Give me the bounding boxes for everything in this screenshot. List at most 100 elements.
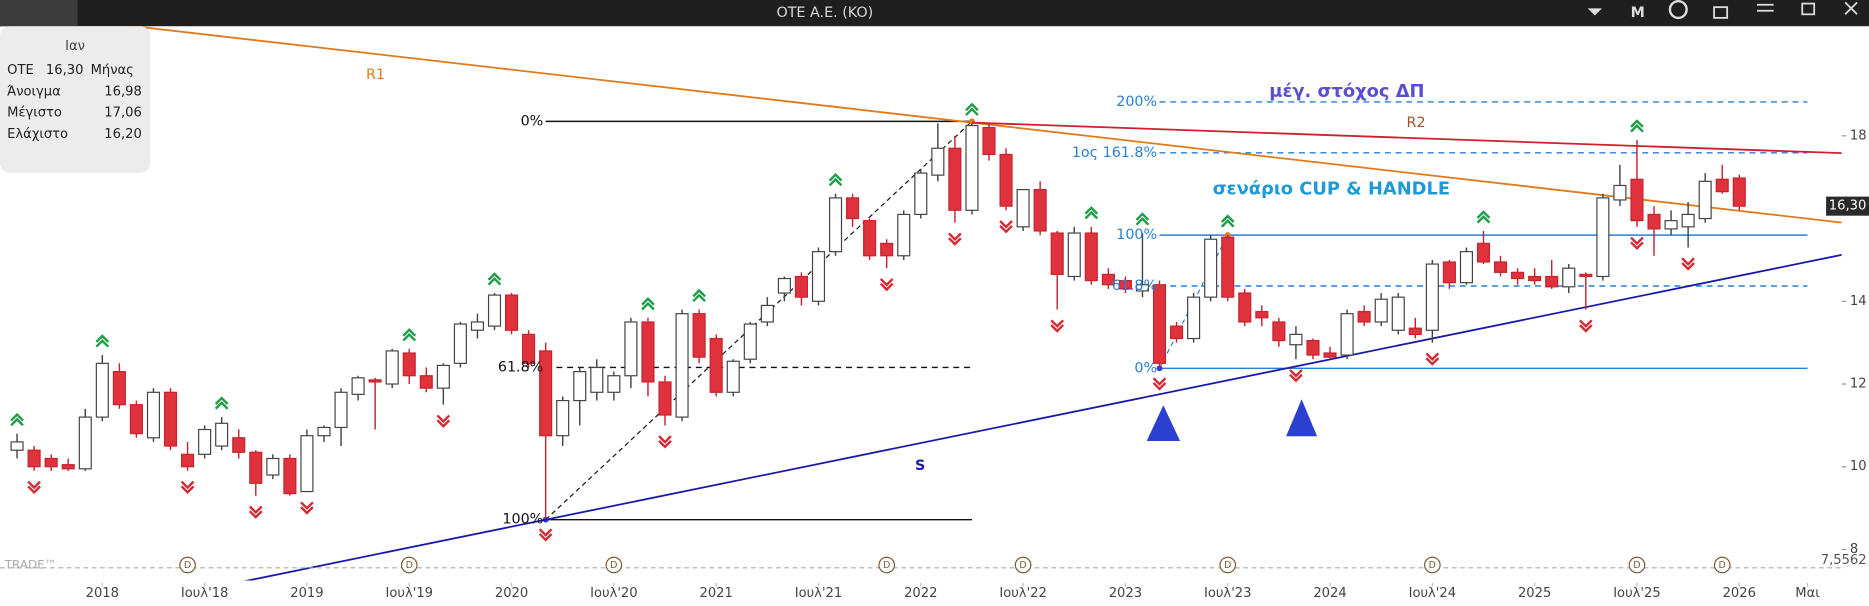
dividend-marker (400, 556, 418, 574)
fractal-up (1630, 119, 1644, 133)
fractal-down (248, 505, 263, 519)
candle-body (334, 391, 348, 429)
y-tick-label: 8 (1850, 542, 1858, 557)
candle-body (1613, 184, 1627, 201)
bottom-marker-label: 7,5562 (1821, 553, 1867, 568)
candle-body (78, 416, 92, 470)
candle-body (709, 337, 723, 393)
lock-icon[interactable] (1713, 6, 1729, 19)
fractal-down (1425, 352, 1440, 366)
candle-body (743, 323, 757, 360)
candle-body (539, 350, 553, 437)
candle-body (1016, 189, 1030, 228)
dropdown-icon[interactable] (1587, 8, 1602, 16)
candle-body (10, 441, 24, 451)
x-tick-label: Ιουλ'21 (795, 586, 843, 601)
info-row-value: 16,20 (104, 127, 142, 142)
candle-body (266, 457, 280, 476)
fib-label: 0% (521, 113, 544, 129)
candle-body (556, 399, 570, 437)
header-title: OTE A.E. (KO) (776, 5, 873, 21)
info-row-label: Μέγιστο (7, 106, 62, 121)
x-tick-label: 2024 (1313, 586, 1346, 601)
annotation: μέγ. στόχος ΔΠ (1269, 81, 1424, 102)
candle-body (419, 375, 433, 389)
candle-body (624, 321, 638, 377)
annotation: σενάριο CUP & HANDLE (1213, 179, 1450, 200)
restore-icon[interactable] (1801, 2, 1816, 16)
candle-body (1050, 232, 1064, 275)
dividend-marker (605, 556, 623, 574)
dividend-marker (179, 556, 196, 574)
candle-body (1732, 177, 1746, 207)
dividend-label: D (1719, 560, 1726, 571)
fractal-up (214, 396, 229, 410)
fractal-up (402, 328, 417, 342)
fractal-down (1050, 319, 1065, 333)
x-tick-label: 2026 (1723, 586, 1756, 601)
candle-body (999, 153, 1013, 207)
x-tick-label: Ιουλ'18 (181, 586, 229, 601)
y-tick-label: 18 (1850, 128, 1867, 143)
candle-body (368, 379, 382, 383)
candle-body (163, 391, 178, 447)
candle-body (351, 377, 365, 395)
fractal-up (487, 272, 502, 286)
candle-body (1101, 273, 1115, 286)
candle-body (1289, 333, 1303, 346)
candle-body (317, 426, 331, 437)
fractal-up (1220, 214, 1235, 228)
close-icon[interactable] (1844, 1, 1858, 15)
candle-body (1204, 238, 1218, 298)
menu-icon[interactable] (1756, 3, 1774, 12)
fib-label: 200% (1116, 94, 1157, 110)
last-price-box (1826, 196, 1869, 216)
dividend-marker (1219, 556, 1237, 574)
fractal-down (27, 480, 41, 495)
fractal-down (1681, 257, 1695, 271)
candle-body (1493, 261, 1508, 273)
candle-body (436, 364, 450, 389)
fractal-up (965, 102, 979, 116)
candle-body (1511, 271, 1525, 280)
chat-icon[interactable] (1668, 0, 1688, 20)
candle-body (249, 451, 263, 484)
dividend-label: D (1633, 560, 1640, 571)
fib-label: 61.8% (1112, 278, 1157, 294)
y-tick-label: 12 (1850, 377, 1867, 392)
dividend-label: D (610, 560, 617, 571)
x-tick-label: Ιουλ'22 (999, 586, 1047, 601)
x-tick-label: Ιουλ'24 (1409, 586, 1457, 601)
fractal-up (1135, 212, 1150, 226)
dividend-marker (1628, 556, 1646, 574)
candle-body (1187, 296, 1201, 340)
fractal-up (641, 297, 655, 311)
candle-body (811, 251, 826, 302)
candle-body (931, 147, 945, 176)
header-bar (0, 0, 1869, 27)
candle-body (1118, 280, 1132, 290)
header-tab[interactable] (0, 0, 78, 27)
candle-body (1476, 242, 1491, 263)
fractal-down (1579, 319, 1593, 333)
candle-body (112, 371, 126, 406)
fractal-up (10, 412, 24, 427)
fib-label: 100% (1116, 227, 1157, 243)
candle-body (1255, 311, 1269, 319)
dividend-label: D (1429, 560, 1436, 571)
last-price-label: 16,30 (1829, 199, 1867, 214)
dividend-marker (1014, 556, 1032, 574)
mode-button[interactable]: M (1631, 5, 1645, 21)
x-tick-label: 2020 (495, 586, 528, 601)
candle-body (61, 464, 75, 470)
candle-body (453, 323, 467, 364)
candle-body (181, 453, 195, 468)
candle-body (658, 381, 672, 416)
candle-body (1084, 232, 1098, 282)
info-row-label: Άνοιγμα (7, 84, 61, 99)
candle-body (1033, 189, 1047, 232)
fib-label: 0% (1134, 360, 1157, 376)
